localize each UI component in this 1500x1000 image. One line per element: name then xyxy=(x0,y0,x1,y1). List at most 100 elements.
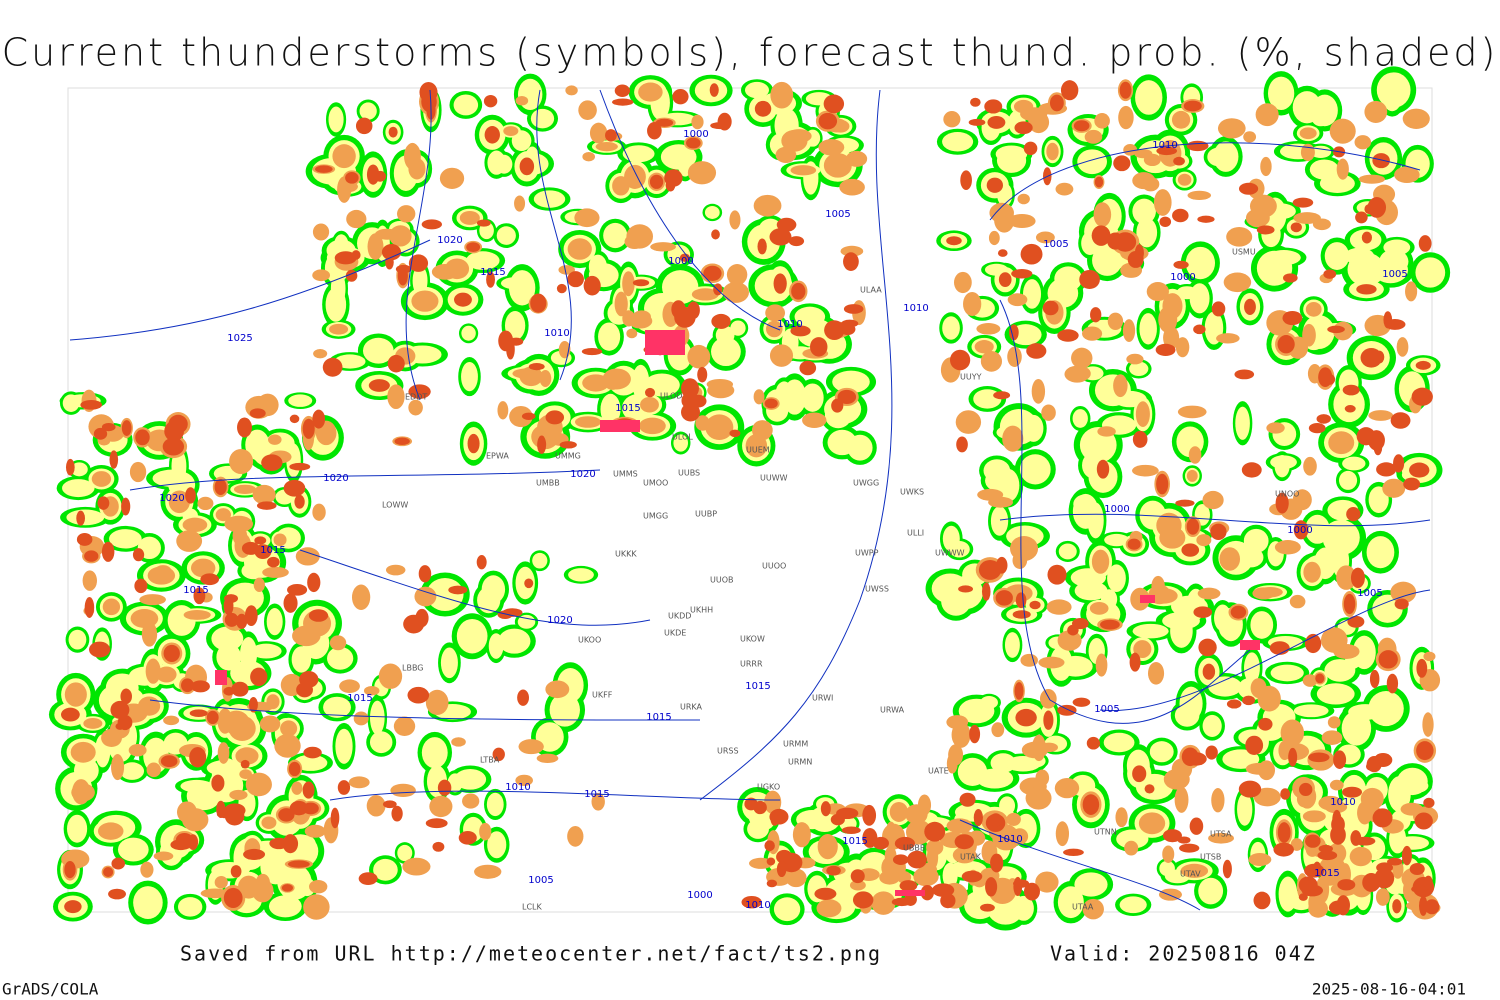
shade-blob xyxy=(1369,669,1380,689)
shade-blob xyxy=(1031,378,1046,404)
shade-blob xyxy=(518,739,544,755)
shade-blob xyxy=(832,370,870,394)
shade-blob xyxy=(206,710,219,725)
shade-blob xyxy=(1405,779,1429,793)
shade-blob xyxy=(549,693,580,727)
shade-blob xyxy=(288,761,301,777)
shade-blob xyxy=(378,663,403,689)
shade-blob xyxy=(899,880,918,892)
shade-blob xyxy=(1082,326,1103,341)
shade-blob xyxy=(987,116,1006,129)
station-code: UMMG xyxy=(555,452,581,461)
shade-blob xyxy=(289,800,309,816)
shade-blob xyxy=(421,737,448,769)
shade-blob xyxy=(97,822,124,840)
shade-blob xyxy=(325,287,347,322)
shade-blob xyxy=(787,859,799,872)
isobar-label: 1010 xyxy=(997,834,1022,845)
shade-blob xyxy=(726,264,748,286)
shade-blob xyxy=(515,95,529,106)
shade-blob xyxy=(1309,159,1339,180)
shade-blob xyxy=(706,378,734,390)
shade-blob xyxy=(722,281,749,303)
shade-blob xyxy=(1113,374,1128,398)
shade-blob xyxy=(261,454,283,471)
isobar-label: 1005 xyxy=(1357,588,1382,599)
shade-blob xyxy=(1394,598,1409,610)
shade-blob xyxy=(206,760,243,776)
shade-blob xyxy=(224,806,245,826)
shade-blob xyxy=(1177,405,1207,419)
shade-blob xyxy=(1147,661,1165,685)
station-code: UGKO xyxy=(757,783,780,792)
shade-blob xyxy=(1366,761,1378,772)
shade-blob xyxy=(1315,673,1325,684)
shade-blob xyxy=(1283,273,1298,283)
shade-blob xyxy=(313,349,328,359)
shade-blob xyxy=(177,897,203,917)
isobar-label: 1005 xyxy=(1382,269,1407,280)
shade-blob xyxy=(170,839,192,851)
shade-blob xyxy=(351,584,371,610)
shade-blob xyxy=(639,417,666,435)
shade-blob xyxy=(1107,564,1126,592)
shade-blob xyxy=(974,340,994,354)
shade-blob xyxy=(73,758,99,784)
shade-blob xyxy=(703,265,722,281)
shade-blob xyxy=(1057,886,1084,919)
shade-blob xyxy=(745,434,768,458)
shade-blob xyxy=(328,106,344,133)
shade-blob xyxy=(598,322,621,351)
shade-blob xyxy=(498,628,531,654)
shade-blob xyxy=(612,98,634,106)
shade-blob xyxy=(230,865,242,878)
shade-blob xyxy=(487,831,507,859)
shade-blob xyxy=(1419,895,1428,916)
shade-blob xyxy=(1347,615,1365,628)
shade-blob xyxy=(1348,704,1383,720)
shade-blob xyxy=(240,759,250,769)
shade-blob xyxy=(1009,535,1039,562)
shade-blob xyxy=(578,100,597,120)
shade-blob xyxy=(1409,863,1425,876)
station-code: ULOL xyxy=(672,433,693,442)
shade-blob xyxy=(1198,638,1217,657)
shade-blob xyxy=(254,544,272,560)
shade-blob xyxy=(672,89,689,105)
isobar xyxy=(329,790,781,801)
shade-blob xyxy=(1022,279,1042,309)
shade-blob xyxy=(906,819,932,845)
shade-blob xyxy=(216,800,226,818)
shade-blob xyxy=(1135,401,1150,428)
shade-blob xyxy=(1217,118,1246,139)
shade-blob xyxy=(280,720,298,737)
shade-blob xyxy=(245,772,272,797)
shade-blob xyxy=(818,112,838,130)
shade-blob xyxy=(1327,716,1341,729)
shade-blob xyxy=(168,414,188,434)
shade-blob xyxy=(1181,747,1199,767)
shade-blob xyxy=(776,217,797,232)
shade-blob xyxy=(1222,859,1232,879)
shade-blob xyxy=(1245,735,1264,756)
shade-blob xyxy=(1255,103,1279,127)
shade-blob xyxy=(959,792,976,807)
shade-blob xyxy=(1082,898,1104,920)
shade-blob xyxy=(1186,469,1198,482)
shade-blob xyxy=(709,83,719,97)
shade-blob xyxy=(673,434,689,452)
isobar-label: 1015 xyxy=(260,545,285,556)
shade-blob xyxy=(1132,623,1169,639)
isobar xyxy=(959,819,1201,911)
shade-blob xyxy=(917,794,932,816)
shade-blob xyxy=(1244,298,1256,315)
shade-blob xyxy=(1423,651,1436,662)
shade-blob xyxy=(801,383,824,412)
shade-blob xyxy=(1071,347,1093,369)
shade-blob xyxy=(687,344,711,369)
station-code: UKFF xyxy=(592,691,613,700)
shade-blob xyxy=(1260,156,1272,177)
thunderstorm-symbols xyxy=(600,420,640,432)
shade-blob xyxy=(1122,319,1136,343)
shade-blob xyxy=(1187,190,1212,200)
